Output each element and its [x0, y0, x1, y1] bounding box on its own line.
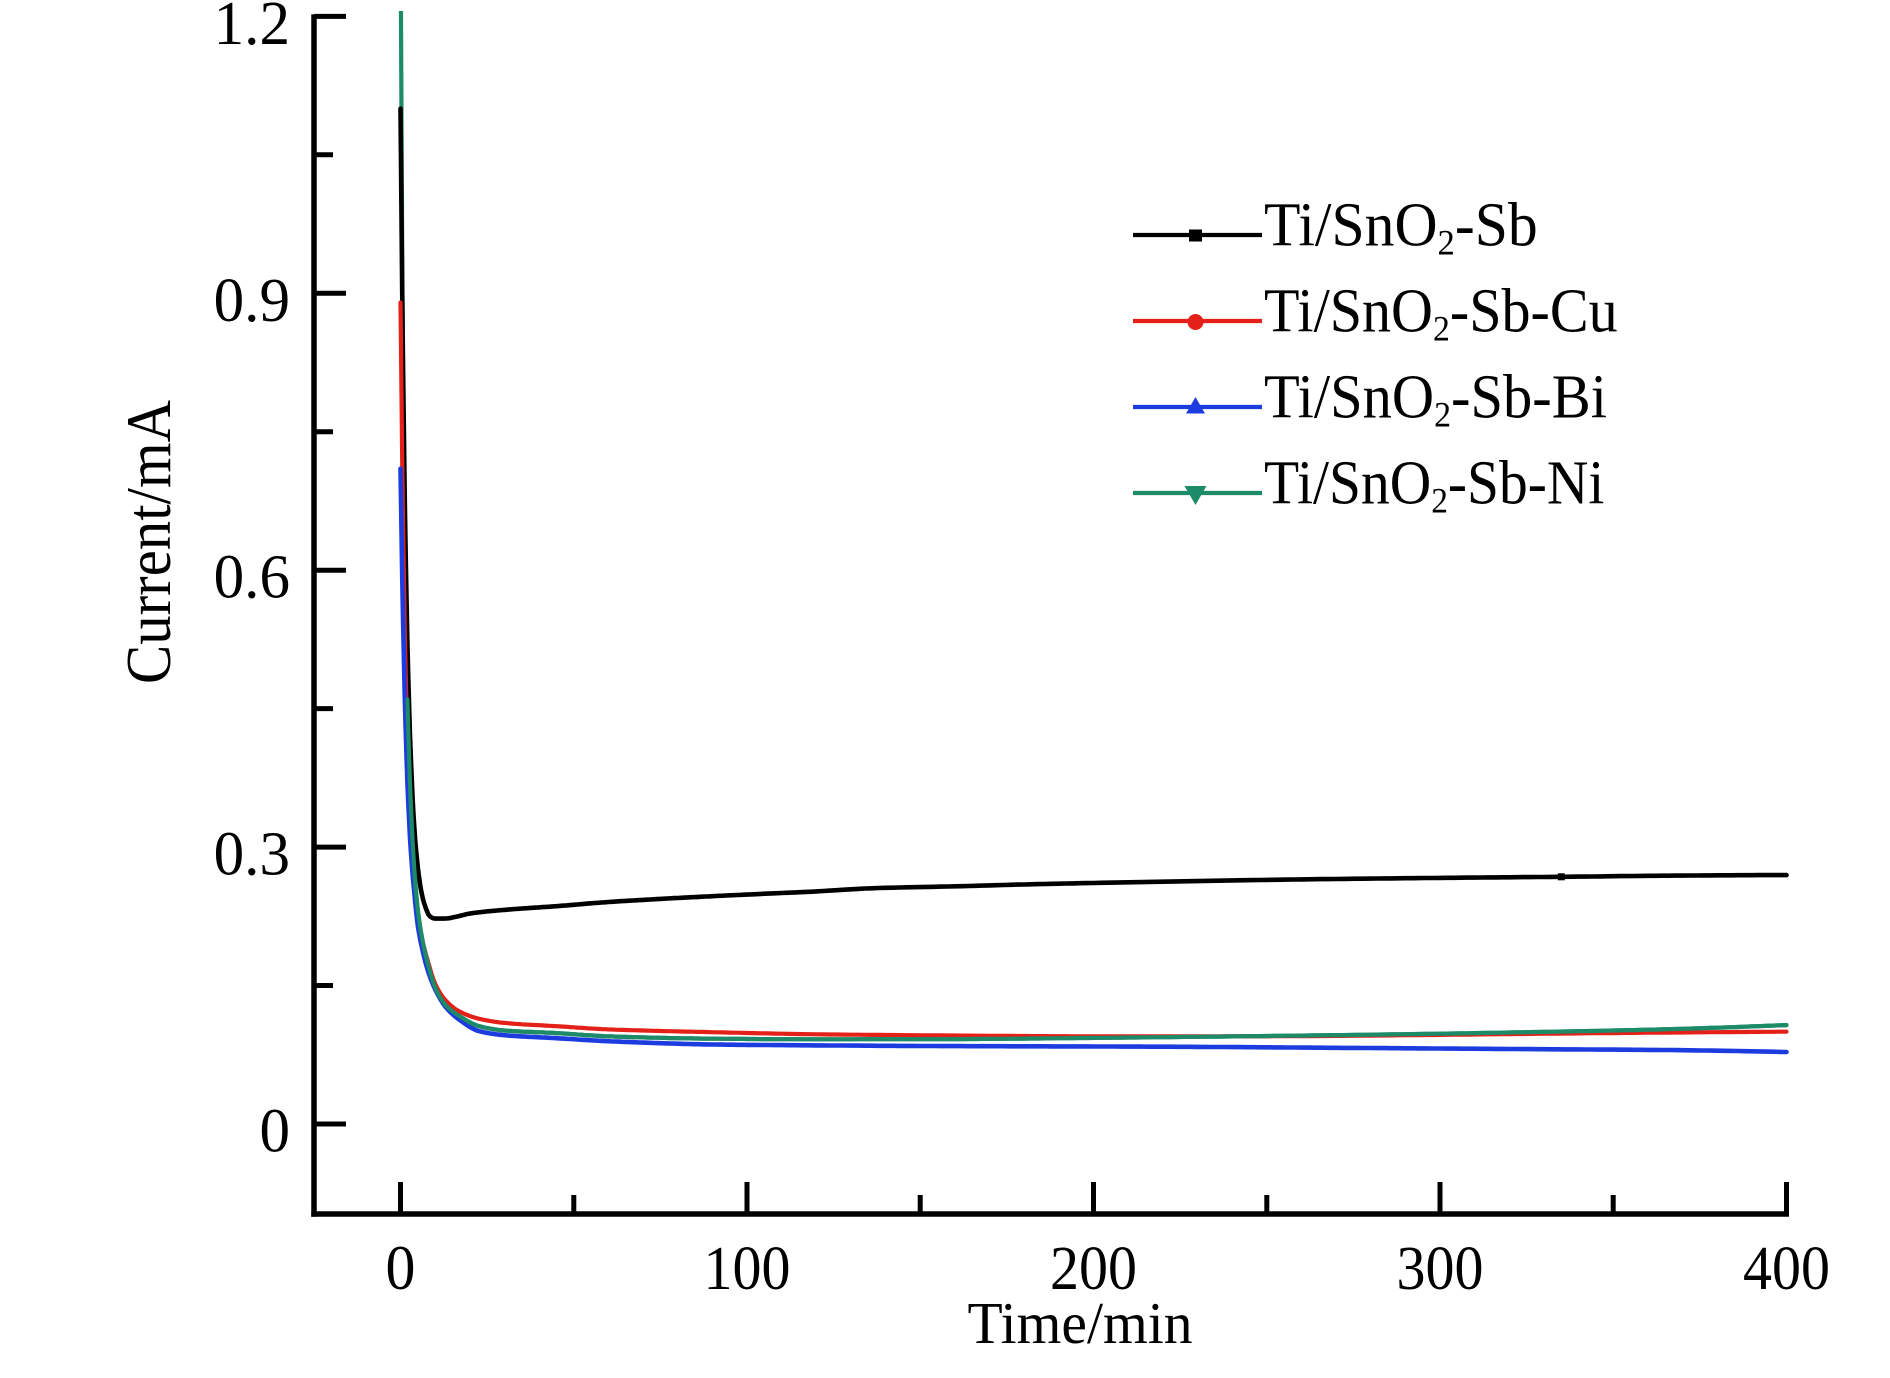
- svg-text:0: 0: [259, 1097, 290, 1166]
- svg-text:1.2: 1.2: [214, 0, 290, 58]
- svg-text:0: 0: [386, 1234, 416, 1304]
- svg-text:300: 300: [1397, 1234, 1484, 1304]
- svg-text:200: 200: [1050, 1234, 1137, 1304]
- svg-text:Time/min: Time/min: [968, 1290, 1193, 1356]
- svg-text:0.9: 0.9: [214, 266, 290, 335]
- svg-text:0.3: 0.3: [214, 820, 290, 889]
- svg-text:100: 100: [704, 1234, 791, 1304]
- svg-text:Ti/SnO2-Sb: Ti/SnO2-Sb: [1264, 191, 1538, 262]
- svg-text:400: 400: [1743, 1234, 1830, 1304]
- svg-text:0.6: 0.6: [214, 543, 290, 612]
- svg-text:Current/mA: Current/mA: [113, 400, 184, 684]
